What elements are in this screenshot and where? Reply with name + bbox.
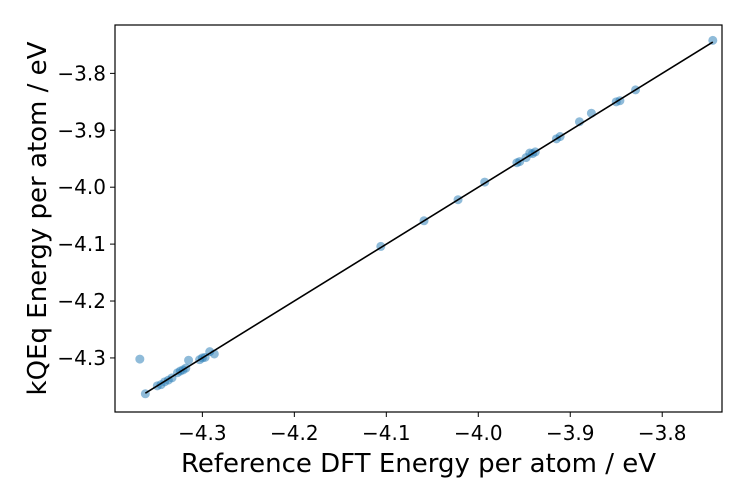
y-tick-label: −4.1 — [57, 232, 106, 256]
fit-line — [144, 41, 714, 394]
x-tick-label: −4.1 — [362, 421, 411, 445]
y-axis-label: kQEq Energy per atom / eV — [23, 41, 53, 395]
y-tick-label: −3.9 — [57, 118, 106, 142]
data-point — [184, 355, 194, 365]
data-point — [135, 354, 145, 364]
y-tick-label: −4.0 — [57, 175, 106, 199]
scatter-points — [135, 35, 718, 399]
x-tick-label: −4.3 — [178, 421, 227, 445]
x-axis-ticks: −4.3 −4.2 −4.1 −4.0 −3.9 −3.8 — [178, 412, 687, 445]
x-tick-label: −3.8 — [638, 421, 687, 445]
y-tick-label: −4.3 — [57, 346, 106, 370]
x-axis-label: Reference DFT Energy per atom / eV — [181, 449, 656, 479]
y-tick-label: −3.8 — [57, 61, 106, 85]
parity-line — [144, 41, 714, 394]
x-tick-label: −4.0 — [454, 421, 503, 445]
plot-area-frame — [114, 24, 723, 413]
y-tick-label: −4.2 — [57, 289, 106, 313]
x-tick-label: −3.9 — [546, 421, 595, 445]
y-axis-ticks: −4.3 −4.2 −4.1 −4.0 −3.9 −3.8 — [57, 61, 115, 370]
x-tick-label: −4.2 — [270, 421, 319, 445]
